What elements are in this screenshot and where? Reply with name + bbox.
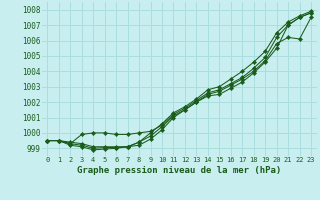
X-axis label: Graphe pression niveau de la mer (hPa): Graphe pression niveau de la mer (hPa)	[77, 166, 281, 175]
